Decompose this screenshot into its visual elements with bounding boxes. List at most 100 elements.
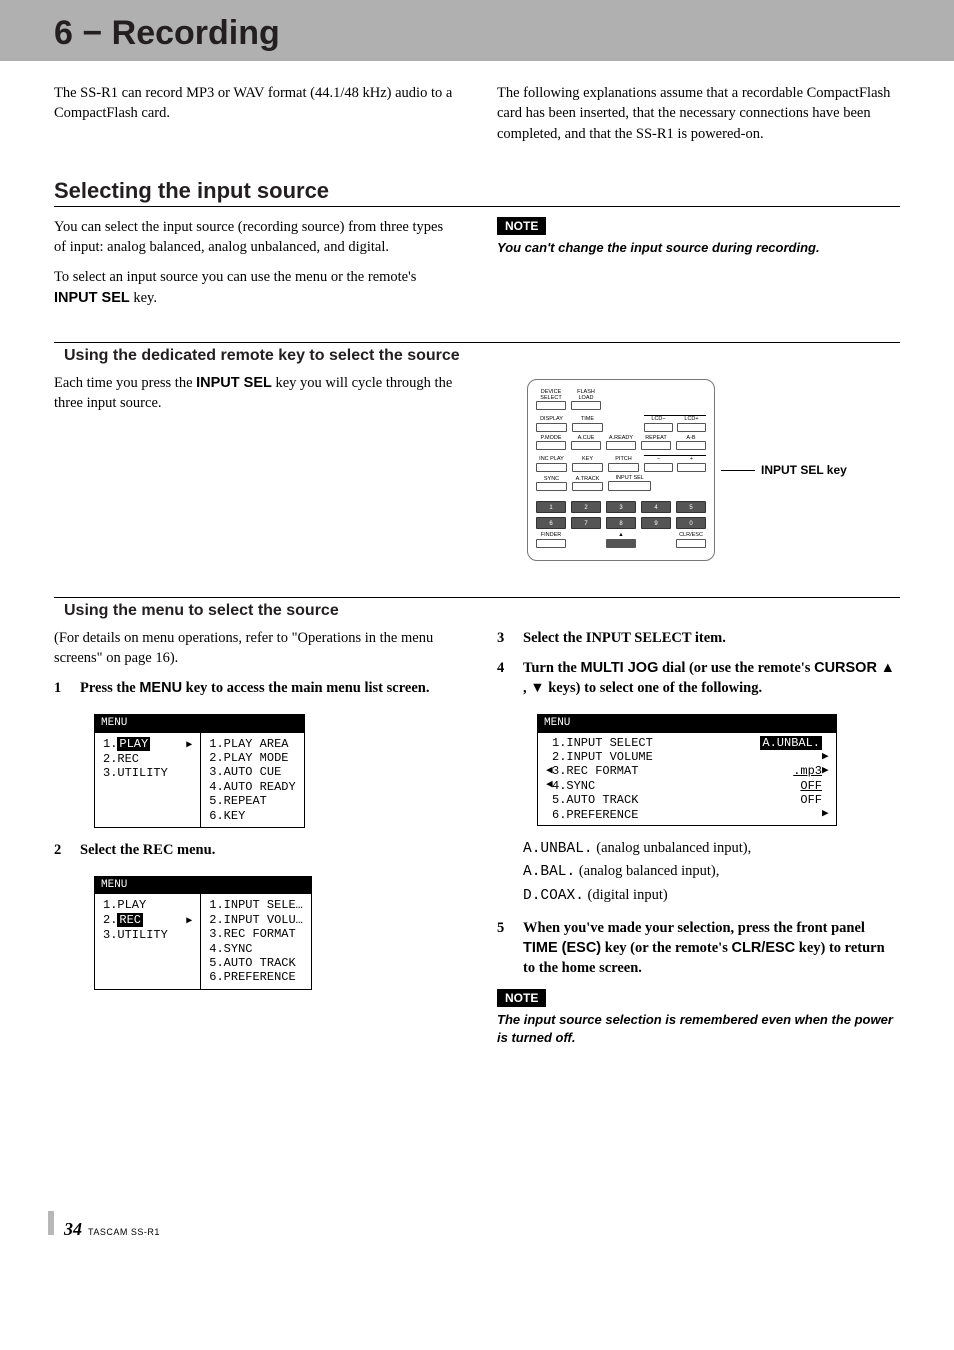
key-label: TIME (ESC) (523, 940, 601, 956)
step-num: 5 (497, 918, 511, 979)
num-key: 0 (676, 517, 706, 529)
btn-label: FLASH LOAD (571, 390, 601, 401)
step-body: Select the INPUT SELECT item. (523, 628, 900, 648)
note-text: You can't change the input source during… (497, 239, 900, 257)
text: Each time you press the (54, 375, 196, 391)
text: Turn the (523, 660, 580, 676)
intro-left: The SS-R1 can record MP3 or WAV format (… (54, 83, 457, 144)
lcd-item: 3.REC FORMAT (552, 764, 793, 778)
lcd-item: 2.INPUT VOLUME (552, 750, 822, 764)
sel-input-p2: To select an input source you can use th… (54, 267, 457, 308)
btn-label: REPEAT (641, 436, 671, 442)
opt-line: A.UNBAL. (analog unbalanced input), (523, 838, 900, 859)
page-number: 34 (64, 1219, 82, 1240)
intro-row: The SS-R1 can record MP3 or WAV format (… (54, 83, 900, 154)
num-key: 1 (536, 501, 566, 513)
btn-label: LCD+ (677, 417, 706, 423)
btn-label: CLR/ESC (676, 533, 706, 539)
key-label: CURSOR (814, 660, 877, 676)
note-badge: NOTE (497, 989, 546, 1007)
sub1-row: Each time you press the INPUT SEL key yo… (54, 373, 900, 573)
lcd-screen-3: MENU 1.INPUT SELECTA.UNBAL. 2.INPUT VOLU… (537, 714, 837, 826)
opt-desc: (digital input) (584, 887, 668, 903)
step-body: Press the MENU key to access the main me… (80, 678, 457, 698)
num-key: 9 (641, 517, 671, 529)
page-header: 6 − Recording (0, 0, 954, 61)
text: key. (130, 290, 157, 306)
lcd-right-pane: 1.PLAY AREA 2.PLAY MODE 3.AUTO CUE 4.AUT… (200, 733, 303, 827)
step-2: 2 Select the REC menu. (54, 840, 457, 860)
btn-label: A.READY (606, 436, 636, 442)
step-num: 3 (497, 628, 511, 648)
page-footer: 34 TASCAM SS-R1 (0, 1211, 954, 1260)
text: To select an input source you can use th… (54, 269, 416, 285)
num-key: 8 (606, 517, 636, 529)
btn-label: PITCH (608, 457, 639, 463)
lcd-value: A.UNBAL. (760, 736, 822, 750)
text: key (or the remote's (601, 940, 731, 956)
lcd-title: MENU (101, 879, 127, 892)
intro-right: The following explanations assume that a… (497, 83, 900, 144)
btn-label: TIME (572, 417, 603, 423)
sel-input-row: You can select the input source (recordi… (54, 217, 900, 318)
sub1-p: Each time you press the INPUT SEL key yo… (54, 373, 457, 414)
note-badge: NOTE (497, 217, 546, 235)
callout-label: INPUT SEL key (761, 462, 847, 478)
step-num: 2 (54, 840, 68, 860)
btn-label: DISPLAY (536, 417, 567, 423)
btn-label: + (677, 457, 706, 463)
lcd-screen-2: MENU 1.PLAY 2.REC ▶ 3.UTILITY 1.INPUT SE… (94, 876, 312, 990)
opt-line: D.COAX. (digital input) (523, 885, 900, 906)
num-key: 5 (676, 501, 706, 513)
btn-label: LCD− (644, 417, 673, 423)
num-key: 2 (571, 501, 601, 513)
lcd-title: MENU (101, 717, 127, 730)
opt-desc: (analog balanced input), (575, 863, 719, 879)
lcd-left-pane: 1.PLAY ▶ 2.REC 3.UTILITY (95, 733, 200, 827)
footer-text: TASCAM SS-R1 (88, 1227, 160, 1237)
sub1-right: DEVICE SELECT FLASH LOAD DISPLAY TIME LC… (497, 373, 900, 573)
step-num: 1 (54, 678, 68, 698)
input-options-list: A.UNBAL. (analog unbalanced input), A.BA… (523, 838, 900, 906)
key-label: MENU (139, 680, 182, 696)
lcd-title: MENU (544, 717, 570, 730)
lcd-screen-1: MENU 1.PLAY ▶ 2.REC 3.UTILITY 1.PLAY ARE… (94, 714, 305, 828)
sel-input-p1: You can select the input source (recordi… (54, 217, 457, 258)
btn-label: − (644, 457, 673, 463)
opt-line: A.BAL. (analog balanced input), (523, 861, 900, 882)
btn-label: P.MODE (536, 436, 566, 442)
opt-code: A.UNBAL. (523, 841, 593, 857)
remote-control-icon: DEVICE SELECT FLASH LOAD DISPLAY TIME LC… (527, 379, 715, 561)
step-num: 4 (497, 658, 511, 699)
sub2-row: (For details on menu operations, refer t… (54, 628, 900, 1048)
text: key to access the main menu list screen. (182, 680, 429, 696)
step-4: 4 Turn the MULTI JOG dial (or use the re… (497, 658, 900, 699)
opt-code: D.COAX. (523, 888, 584, 904)
opt-code: A.BAL. (523, 864, 575, 880)
key-label: MULTI JOG (580, 660, 658, 676)
sub2-right: 3 Select the INPUT SELECT item. 4 Turn t… (497, 628, 900, 1048)
sub-title-remote: Using the dedicated remote key to select… (54, 342, 900, 365)
btn-label: ▲ (606, 533, 636, 539)
text: Press the (80, 680, 139, 696)
text: dial (or use the remote's (658, 660, 814, 676)
sub2-left: (For details on menu operations, refer t… (54, 628, 457, 1048)
input-sel-button: INPUT SEL (608, 476, 651, 492)
text: When you've made your selection, press t… (523, 920, 865, 936)
lcd-item: 4.SYNC (552, 779, 800, 793)
step-body: Select the REC menu. (80, 840, 457, 860)
num-key: 4 (641, 501, 671, 513)
chapter-title: 6 − Recording (54, 14, 934, 53)
callout-line (721, 470, 755, 471)
btn-label: FINDER (536, 533, 566, 539)
sel-input-right: NOTE You can't change the input source d… (497, 217, 900, 318)
num-key: 3 (606, 501, 636, 513)
lcd-right-pane: 1.INPUT SELE… 2.INPUT VOLU… 3.REC FORMAT… (200, 894, 311, 988)
btn-label: KEY (572, 457, 603, 463)
lcd-value: OFF (800, 779, 822, 793)
opt-desc: (analog unbalanced input), (593, 840, 752, 856)
step-body: When you've made your selection, press t… (523, 918, 900, 979)
key-label: INPUT SEL (196, 375, 272, 391)
step-5: 5 When you've made your selection, press… (497, 918, 900, 979)
step-body: Turn the MULTI JOG dial (or use the remo… (523, 658, 900, 699)
